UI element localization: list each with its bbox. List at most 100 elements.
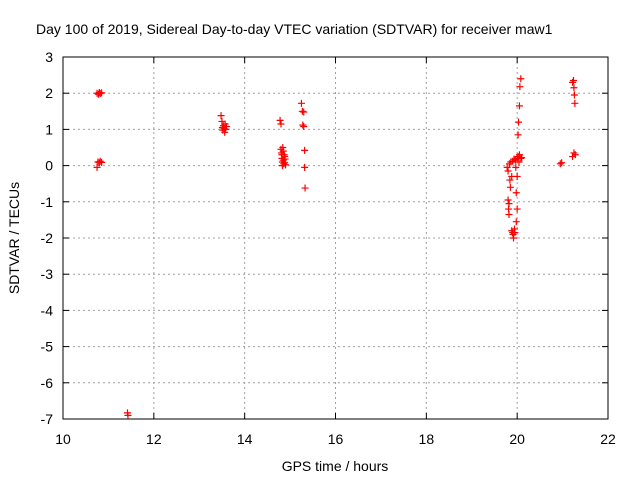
data-point-marker [124,411,132,419]
y-axis-label: SDTVAR / TECUs [6,182,22,294]
data-point-marker [569,78,577,86]
data-points [93,75,579,419]
data-point-marker [299,121,307,129]
data-point [510,234,518,242]
data-point-marker [517,154,525,162]
data-point [94,90,102,98]
data-point-marker [280,160,288,168]
data-point-marker [570,91,578,99]
data-point [510,155,518,163]
y-tick-label: -3 [41,266,54,282]
y-tick-label: -5 [41,339,54,355]
data-point-marker [505,210,513,218]
data-point-marker [301,146,309,154]
data-point [301,184,309,192]
data-point-marker [512,163,520,171]
data-point [515,118,523,126]
y-tick-label: 1 [45,121,53,137]
x-tick-label: 12 [146,431,162,447]
data-point-marker [279,147,287,155]
data-point [504,196,512,204]
data-point [124,411,132,419]
data-point-marker [511,229,519,237]
data-point [298,107,306,115]
data-point [505,200,513,208]
data-point-marker [570,84,578,92]
y-tick-label: -6 [41,375,54,391]
data-point [512,189,520,197]
data-point-marker [516,83,524,91]
data-point-marker [512,218,520,226]
x-tick-label: 18 [419,431,435,447]
data-point [514,131,522,139]
data-point [276,116,284,124]
data-point-marker [277,120,285,128]
data-point-marker [96,157,104,165]
data-point-marker [558,159,566,167]
data-point [223,123,230,131]
data-point [300,123,308,131]
data-point-marker [96,90,104,98]
data-point-marker [282,161,290,169]
data-point [277,120,285,128]
data-point-marker [512,189,520,197]
data-point-marker [98,158,106,166]
data-point-marker [506,176,514,184]
data-point-marker [301,163,309,171]
data-point-marker [298,107,306,115]
data-point [280,160,288,168]
y-tick-labels: 3 2 1 0 -1 -2 -3 -4 -5 -6 -7 [41,49,54,427]
data-point-marker [503,163,511,171]
data-point [570,91,578,99]
data-point [301,146,309,154]
data-point-marker [301,184,309,192]
data-point [279,147,287,155]
data-point-marker [510,234,518,242]
data-point [515,102,523,110]
data-point [517,154,525,162]
data-point-marker [513,172,521,180]
data-point [556,160,564,168]
data-point-marker [297,99,305,107]
data-point-marker [515,118,523,126]
data-point-marker [513,205,521,213]
x-tick-label: 14 [237,431,253,447]
data-point [503,163,511,171]
data-point [282,161,290,169]
data-point [98,158,106,166]
data-point [301,163,309,171]
x-tick-label: 16 [328,431,344,447]
data-point [300,108,308,116]
data-point [570,149,578,157]
data-point-marker [98,89,106,97]
data-point [516,83,524,91]
data-point [217,112,225,120]
data-point-marker [504,196,512,204]
data-point [512,218,520,226]
data-point-marker [514,131,522,139]
chart-title: Day 100 of 2019, Sidereal Day-to-day VTE… [36,21,553,37]
data-point-marker [571,151,579,159]
data-point [569,78,577,86]
data-point [513,172,521,180]
data-point [98,89,106,97]
data-point-marker [510,155,518,163]
data-point-marker [517,75,525,83]
data-point [96,90,104,98]
data-point [512,163,520,171]
data-point-marker [223,123,230,131]
y-tick-label: 2 [45,85,53,101]
y-tick-label: -7 [41,411,54,427]
x-tick-label: 22 [600,431,616,447]
data-point [505,210,513,218]
data-point-marker [515,158,523,166]
data-point [571,99,579,107]
data-point-marker [276,116,284,124]
data-point [96,157,104,165]
data-point-marker [300,123,308,131]
data-point [571,151,579,159]
data-point [570,84,578,92]
y-tick-label: 0 [45,158,53,174]
data-point [93,163,101,171]
data-point [513,205,521,213]
